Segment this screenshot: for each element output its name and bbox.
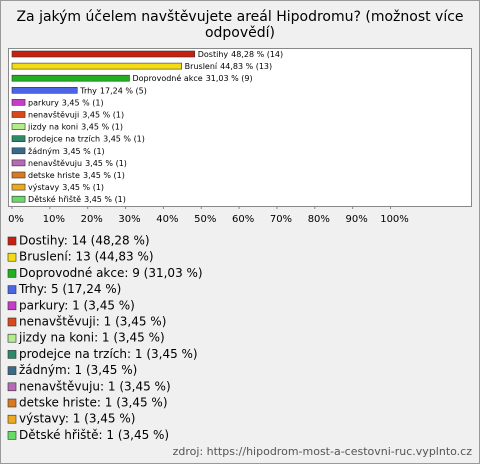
legend-swatch xyxy=(7,252,17,262)
bar-category: prodejce na trzích xyxy=(28,134,100,143)
x-tick-label: 10% xyxy=(43,214,65,225)
bar xyxy=(11,183,26,191)
bar xyxy=(11,99,26,106)
legend-label: Bruslení: 13 (44,83 %) xyxy=(19,250,154,264)
bar-label: Dostihy 48,28 % (14) xyxy=(198,50,283,59)
x-tick-label: 50% xyxy=(194,214,216,225)
x-tick-label: 70% xyxy=(270,214,292,225)
legend-swatch xyxy=(7,236,17,246)
bar xyxy=(11,123,26,130)
legend-label: Dostihy: 14 (48,28 %) xyxy=(19,234,150,248)
bar-label: Trhy 17,24 % (5) xyxy=(79,86,147,95)
value-label: 48,28 % (14) xyxy=(231,50,283,59)
value-label: 17,24 % (5) xyxy=(100,86,147,95)
bar-category: Trhy xyxy=(79,86,97,95)
bar-label: žádným 3,45 % (1) xyxy=(28,146,105,155)
bar-label: Bruslení 44,83 % (13) xyxy=(185,62,272,71)
legend-swatch xyxy=(7,285,17,294)
bar xyxy=(11,74,130,82)
legend-label: žádným: 1 (3,45 %) xyxy=(19,363,137,377)
bar-label: výstavy 3,45 % (1) xyxy=(28,183,104,192)
value-label: 3,45 % (1) xyxy=(62,183,104,192)
value-label: 3,45 % (1) xyxy=(81,122,123,131)
bar-category: Bruslení xyxy=(185,62,218,71)
bar-category: detske hriste xyxy=(28,171,80,180)
bar-label: Doprovodné akce 31,03 % (9) xyxy=(132,73,252,83)
legend-swatch xyxy=(7,366,17,375)
x-tick-label: 30% xyxy=(118,214,140,225)
bar xyxy=(11,159,26,167)
x-tick-label: 40% xyxy=(156,214,178,225)
bar-label: jizdy na koni 3,45 % (1) xyxy=(27,122,123,131)
value-label: 3,45 % (1) xyxy=(63,146,105,155)
bar-category: nenavštěvuju xyxy=(28,157,82,167)
legend-label: Trhy: 5 (17,24 %) xyxy=(18,282,121,296)
x-tick-label: 100% xyxy=(380,214,409,225)
x-tick-label: 20% xyxy=(81,214,103,225)
bar-category: nenavštěvuji xyxy=(28,109,79,119)
legend-swatch xyxy=(7,317,17,327)
bar-label: prodejce na trzích 3,45 % (1) xyxy=(28,134,145,143)
legend-label: Dětské hřiště: 1 (3,45 %) xyxy=(19,428,169,442)
bar-category: výstavy xyxy=(28,183,59,192)
bar-label: parkury 3,45 % (1) xyxy=(28,98,104,107)
legend-swatch xyxy=(7,382,17,392)
legend-label: jizdy na koni: 1 (3,45 %) xyxy=(18,331,165,345)
bar xyxy=(11,50,196,58)
legend-label: nenavštěvuji: 1 (3,45 %) xyxy=(19,315,166,329)
legend-label: nenavštěvuju: 1 (3,45 %) xyxy=(19,379,171,393)
legend-label: parkury: 1 (3,45 %) xyxy=(19,298,135,312)
value-label: 3,45 % (1) xyxy=(85,158,127,167)
value-label: 3,45 % (1) xyxy=(83,171,125,180)
bar-label: Dětské hřiště 3,45 % (1) xyxy=(28,194,126,204)
value-label: 3,45 % (1) xyxy=(84,195,126,204)
legend-swatch xyxy=(7,431,17,440)
bar-category: Dostihy xyxy=(198,50,229,59)
legend-label: Doprovodné akce: 9 (31,03 %) xyxy=(19,266,203,280)
bar-label: nenavštěvuji 3,45 % (1) xyxy=(28,109,124,119)
legend-swatch xyxy=(7,269,17,278)
value-label: 3,45 % (1) xyxy=(103,134,145,143)
legend-label: detske hriste: 1 (3,45 %) xyxy=(19,396,168,410)
bar-category: jizdy na koni xyxy=(27,122,78,131)
x-tick-label: 80% xyxy=(308,214,330,225)
bar-category: Dětské hřiště xyxy=(28,194,81,204)
legend-swatch xyxy=(7,398,17,408)
x-tick-label: 0% xyxy=(8,214,24,225)
source: zdroj: https://hipodrom-most-a-cestovni-… xyxy=(173,445,473,458)
bar xyxy=(11,87,78,94)
bar-category: parkury xyxy=(28,98,59,107)
bar-label: detske hriste 3,45 % (1) xyxy=(28,171,125,180)
chart-title: Za jakým účelem navštěvujete areál Hipod… xyxy=(16,9,463,41)
legend-swatch xyxy=(7,414,17,424)
legend-swatch xyxy=(7,333,17,343)
value-label: 3,45 % (1) xyxy=(82,110,124,119)
x-tick-label: 90% xyxy=(346,214,368,225)
value-label: 44,83 % (13) xyxy=(220,62,272,71)
bar-category: Doprovodné akce xyxy=(132,73,202,83)
bar xyxy=(11,147,26,155)
legend-swatch xyxy=(7,301,17,311)
x-tick-label: 60% xyxy=(232,214,254,225)
bar xyxy=(11,195,26,203)
value-label: 31,03 % (9) xyxy=(206,74,253,83)
bar xyxy=(11,62,182,70)
legend-label: prodejce na trzích: 1 (3,45 %) xyxy=(19,347,198,361)
legend-label: výstavy: 1 (3,45 %) xyxy=(19,412,135,426)
bar xyxy=(11,111,26,118)
legend-swatch xyxy=(7,350,17,359)
bar xyxy=(11,135,26,142)
bar-category: žádným xyxy=(28,146,60,155)
plot-area xyxy=(8,48,472,207)
bar xyxy=(11,171,26,179)
bar-label: nenavštěvuju 3,45 % (1) xyxy=(28,157,127,167)
value-label: 3,45 % (1) xyxy=(62,98,104,107)
